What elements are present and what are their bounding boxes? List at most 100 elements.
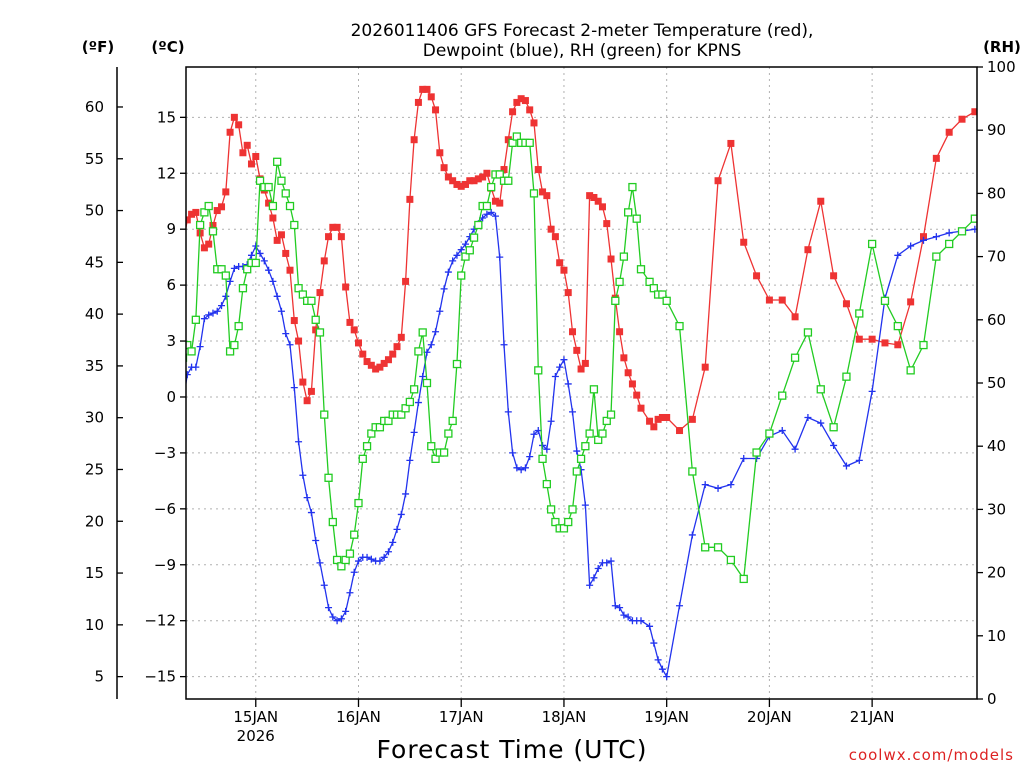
dewpoint-point	[791, 445, 799, 453]
temperature-point	[569, 328, 577, 336]
celsius-tick-label: 3	[166, 332, 176, 350]
temperature-point	[376, 363, 384, 371]
rh-point	[504, 176, 513, 185]
temperature-point	[209, 221, 217, 229]
rh-point	[594, 435, 603, 445]
rh-point	[803, 328, 813, 337]
temperature-point	[628, 380, 636, 388]
temperature-point	[573, 346, 581, 354]
temperature-point	[654, 415, 662, 423]
rh-point	[893, 321, 902, 331]
rh-tick-label: 10	[987, 627, 1006, 645]
chart-title-line-2: Dewpoint (blue), RH (green) for KPNS	[423, 41, 741, 61]
temperature-point	[265, 199, 273, 207]
dewpoint-point	[513, 464, 521, 472]
rh-point	[268, 201, 278, 211]
rh-point	[452, 359, 462, 369]
temperature-point	[470, 177, 478, 185]
dewpoint-point	[611, 602, 619, 610]
dewpoint-point	[299, 471, 307, 479]
rh-point	[906, 366, 915, 375]
temperature-point	[526, 106, 534, 114]
rh-point	[636, 265, 646, 274]
dewpoint-point	[551, 372, 559, 380]
temperature-point	[517, 95, 525, 103]
temperature-point	[740, 238, 748, 246]
celsius-unit-label: (ºC)	[151, 38, 184, 56]
temperature-point	[868, 335, 876, 343]
temperature-point	[218, 203, 226, 211]
temperature-point	[500, 166, 508, 174]
rh-point	[290, 220, 299, 230]
dewpoint-point	[658, 665, 666, 673]
temperature-point	[320, 257, 328, 265]
dewpoint-point	[303, 494, 311, 502]
rh-point	[469, 233, 479, 242]
x-axis-title: Forecast Time (UTC)	[377, 735, 648, 764]
temperature-point	[316, 289, 324, 297]
dewpoint-point	[817, 419, 825, 427]
dewpoint-point	[247, 251, 255, 259]
dewpoint-point	[971, 225, 977, 233]
temperature-point	[346, 318, 354, 326]
dewpoint-point	[637, 617, 645, 625]
dewpoint-point	[701, 481, 709, 489]
dewpoint-point	[200, 315, 208, 323]
dewpoint-point	[273, 292, 281, 300]
axes: 6055504540353025201510515129630−3−6−9−12…	[85, 58, 1016, 745]
temperature-point	[342, 283, 350, 291]
rh-point	[358, 454, 367, 463]
temperature-point	[367, 361, 375, 369]
chart-title-line-1: 2026011406 GFS Forecast 2-meter Temperat…	[351, 21, 814, 41]
rh-point	[409, 385, 419, 394]
temperature-point	[658, 413, 666, 421]
dewpoint-point	[222, 292, 230, 300]
temperature-point	[462, 180, 470, 188]
rh-point	[200, 208, 209, 217]
rh-tick-label: 0	[987, 690, 997, 708]
dewpoint-point	[440, 285, 448, 293]
dewpoint-point	[521, 464, 529, 472]
dewpoint-point	[196, 343, 204, 351]
temperature-point	[817, 197, 825, 205]
rh-point	[345, 549, 355, 558]
temperature-point	[205, 240, 213, 248]
dewpoint-point	[581, 501, 589, 509]
rh-point	[350, 530, 359, 539]
dewpoint-point	[354, 557, 362, 565]
rh-point	[880, 296, 890, 305]
dewpoint-point	[586, 581, 594, 589]
rh-point	[354, 498, 363, 508]
rh-point	[778, 391, 787, 400]
temperature-point	[842, 300, 850, 308]
rh-point	[307, 296, 316, 305]
temperature-point	[436, 149, 444, 157]
dewpoint-point	[868, 387, 876, 395]
celsius-tick-label: 6	[166, 276, 176, 294]
rh-point	[919, 340, 928, 350]
temperature-point	[333, 223, 341, 231]
temperature-point	[444, 173, 452, 181]
dewpoint-point	[295, 438, 303, 446]
temperature-point	[521, 97, 529, 105]
rh-point	[243, 265, 252, 274]
temperature-point	[329, 223, 337, 231]
dewpoint-point	[462, 240, 470, 248]
dewpoint-point	[654, 656, 662, 664]
dewpoint-point	[932, 233, 940, 241]
temperature-point	[252, 152, 260, 160]
temperature-point	[714, 177, 722, 185]
x-tick-label: 21JAN	[850, 708, 895, 726]
celsius-tick-label: −12	[144, 612, 176, 630]
dewpoint-point	[376, 557, 384, 565]
rh-tick-label: 80	[987, 184, 1006, 202]
rh-point	[191, 315, 200, 324]
temperature-point	[598, 203, 606, 211]
rh-point	[855, 309, 864, 318]
rh-point	[662, 296, 671, 305]
temperature-point	[474, 175, 482, 183]
dewpoint-point	[620, 611, 628, 619]
rh-point	[624, 208, 633, 217]
dewpoint-point	[624, 613, 632, 621]
